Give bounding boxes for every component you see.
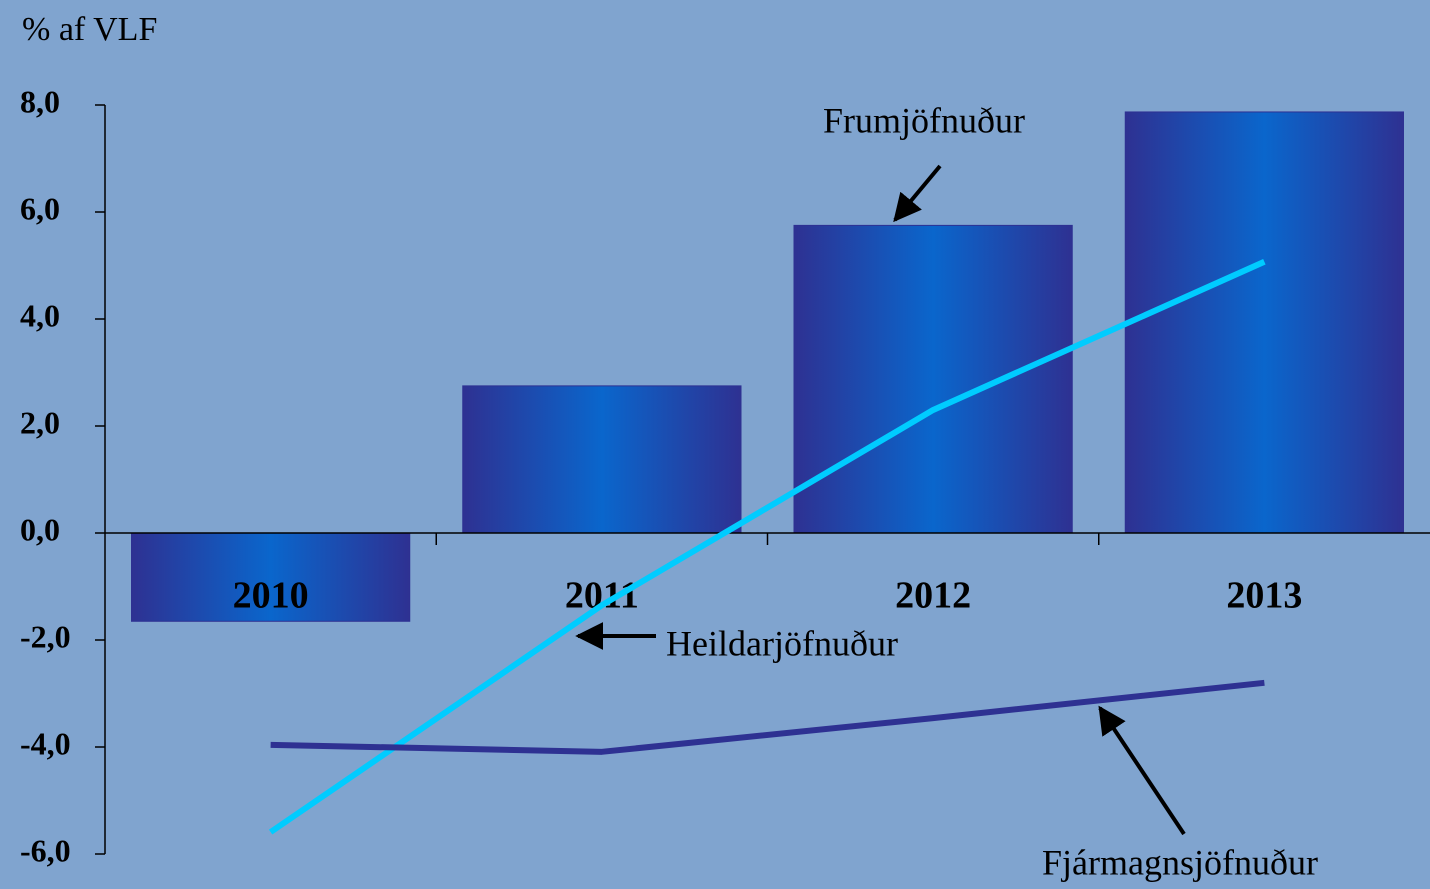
- x-tick-label: 2012: [895, 575, 971, 617]
- y-tick-label: 0,0: [20, 511, 60, 547]
- y-tick-label: -2,0: [20, 618, 71, 654]
- y-tick-label: -4,0: [20, 725, 71, 761]
- line: [270, 679, 1265, 755]
- y-tick-label: 6,0: [20, 190, 60, 226]
- bar: [131, 532, 411, 622]
- bar: [1124, 111, 1404, 534]
- arrow: [893, 164, 942, 223]
- bar: [793, 224, 1073, 534]
- y-tick-label: 2,0: [20, 404, 60, 440]
- x-tick-label: 2010: [233, 575, 309, 617]
- annotation: Heildarjöfnuður: [666, 623, 898, 663]
- y-tick-label: -6,0: [20, 832, 71, 868]
- y-tick-label: 8,0: [20, 83, 60, 119]
- annotation: Frumjöfnuður: [823, 100, 1025, 140]
- y-tick-label: 4,0: [20, 297, 60, 333]
- line: [268, 259, 1266, 835]
- annotation: Fjármagnsjöfnuður: [1042, 842, 1318, 882]
- x-tick-label: 2011: [565, 575, 639, 617]
- arrow: [1098, 705, 1186, 836]
- bar: [462, 385, 742, 534]
- y-axis-label: % af VLF: [22, 11, 157, 48]
- plot: -6,0 -4,0 -2,0 0,0 2,0 4,0 6,0 8,0 2010 2011 2012 2…: [20, 83, 1430, 868]
- x-tick-label: 2013: [1226, 575, 1302, 617]
